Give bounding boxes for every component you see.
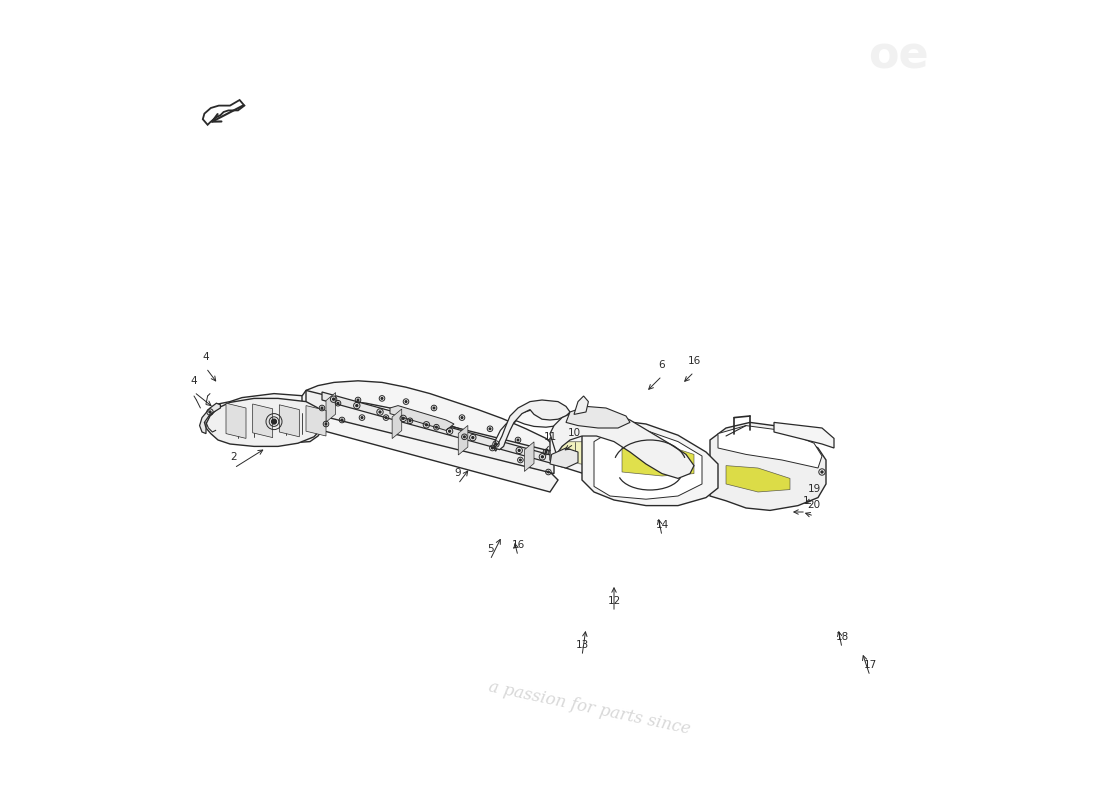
Text: 4: 4 — [202, 351, 209, 362]
Text: 11: 11 — [543, 431, 557, 442]
Circle shape — [209, 411, 211, 413]
Polygon shape — [574, 396, 589, 414]
Polygon shape — [621, 444, 694, 476]
Polygon shape — [206, 403, 322, 441]
Text: 1: 1 — [803, 495, 810, 506]
Text: 13: 13 — [575, 640, 589, 650]
Text: 6: 6 — [659, 359, 666, 370]
Polygon shape — [494, 409, 566, 451]
Text: 17: 17 — [864, 659, 877, 670]
Polygon shape — [594, 430, 702, 499]
Text: 18: 18 — [835, 632, 848, 642]
Polygon shape — [390, 406, 454, 430]
Circle shape — [409, 420, 410, 422]
Polygon shape — [392, 409, 402, 438]
Polygon shape — [279, 405, 299, 437]
Text: oe: oe — [868, 34, 928, 78]
Text: 14: 14 — [656, 520, 669, 530]
Polygon shape — [199, 403, 220, 434]
Circle shape — [273, 420, 275, 423]
Polygon shape — [558, 442, 694, 476]
Polygon shape — [566, 406, 630, 428]
Circle shape — [518, 450, 520, 451]
Polygon shape — [306, 406, 326, 436]
Circle shape — [403, 418, 404, 419]
Polygon shape — [459, 426, 468, 455]
Polygon shape — [494, 400, 570, 450]
Circle shape — [546, 451, 547, 453]
Circle shape — [338, 402, 339, 404]
Polygon shape — [550, 448, 578, 468]
Text: 4: 4 — [190, 375, 197, 386]
Text: 5: 5 — [486, 544, 493, 554]
Text: 16: 16 — [688, 355, 701, 366]
Polygon shape — [718, 426, 822, 468]
Circle shape — [548, 471, 549, 473]
Polygon shape — [322, 392, 554, 464]
Polygon shape — [582, 420, 718, 506]
Text: a passion for parts since: a passion for parts since — [487, 678, 693, 738]
Polygon shape — [302, 381, 554, 462]
Circle shape — [490, 428, 491, 430]
Polygon shape — [326, 393, 336, 422]
Circle shape — [449, 430, 451, 432]
Circle shape — [436, 426, 437, 428]
Circle shape — [541, 456, 543, 458]
Text: 10: 10 — [568, 427, 581, 438]
Circle shape — [382, 398, 383, 399]
Circle shape — [341, 419, 343, 421]
Circle shape — [433, 407, 435, 409]
Polygon shape — [710, 422, 826, 510]
Polygon shape — [726, 466, 790, 492]
Circle shape — [385, 417, 387, 418]
Polygon shape — [206, 398, 324, 446]
Circle shape — [321, 407, 322, 409]
Polygon shape — [306, 390, 554, 474]
Circle shape — [405, 401, 407, 402]
Circle shape — [472, 437, 474, 438]
Circle shape — [463, 436, 465, 438]
Text: 9: 9 — [454, 467, 461, 478]
Circle shape — [495, 443, 497, 445]
Circle shape — [426, 424, 428, 426]
Text: 2: 2 — [231, 451, 238, 462]
Circle shape — [272, 419, 276, 424]
Polygon shape — [210, 394, 558, 492]
Circle shape — [358, 399, 359, 401]
Circle shape — [517, 439, 519, 441]
Circle shape — [332, 398, 334, 400]
Text: 20: 20 — [807, 499, 821, 510]
Circle shape — [326, 423, 327, 425]
Text: 19: 19 — [807, 483, 821, 494]
Polygon shape — [550, 432, 710, 488]
Circle shape — [379, 411, 381, 413]
Polygon shape — [253, 404, 273, 438]
Text: 12: 12 — [607, 595, 620, 606]
Polygon shape — [774, 422, 834, 448]
Circle shape — [361, 417, 363, 418]
Polygon shape — [226, 403, 246, 438]
Circle shape — [355, 405, 358, 406]
Circle shape — [519, 459, 521, 461]
Text: 16: 16 — [512, 540, 525, 550]
Circle shape — [461, 417, 463, 418]
Polygon shape — [525, 442, 533, 471]
Circle shape — [821, 471, 823, 473]
Circle shape — [492, 447, 493, 449]
Polygon shape — [550, 410, 694, 478]
